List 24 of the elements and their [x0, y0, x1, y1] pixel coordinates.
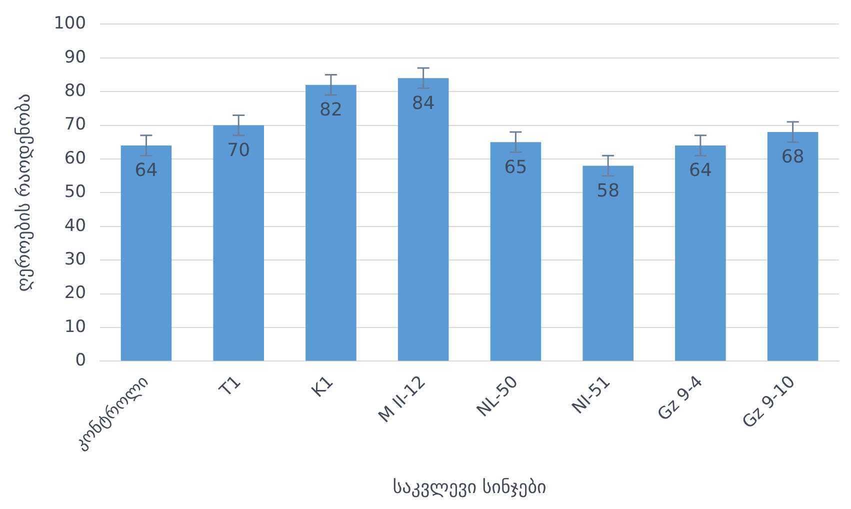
x-axis-title: საკვლევი სინჯები: [392, 476, 546, 498]
data-label: 64: [134, 160, 158, 182]
data-label: 68: [781, 146, 804, 168]
x-tick-label: Gz 9-4: [654, 372, 708, 426]
y-tick-label: 60: [64, 148, 86, 168]
y-tick-label: 30: [64, 250, 86, 270]
y-tick-label: 70: [64, 114, 86, 135]
y-tick-label: 100: [54, 14, 86, 34]
y-axis-title: ღეროების რაოდენობა: [13, 94, 34, 292]
data-label: 58: [596, 180, 620, 202]
x-tick-label: T1: [215, 372, 246, 402]
data-label: 64: [688, 160, 712, 182]
x-tick-label: K1: [308, 372, 338, 402]
y-tick-label: 50: [64, 182, 86, 202]
y-tick-label: 80: [64, 81, 86, 102]
y-tick-label: 10: [64, 316, 86, 337]
y-tick-label: 90: [64, 47, 86, 68]
y-tick-label: 40: [64, 216, 86, 236]
data-label: 70: [227, 140, 250, 161]
data-label: 65: [504, 156, 528, 178]
data-label: 84: [412, 92, 435, 114]
y-tick-label: 20: [64, 283, 86, 304]
data-label: 82: [320, 100, 342, 121]
y-tick-label: 0: [75, 350, 86, 371]
